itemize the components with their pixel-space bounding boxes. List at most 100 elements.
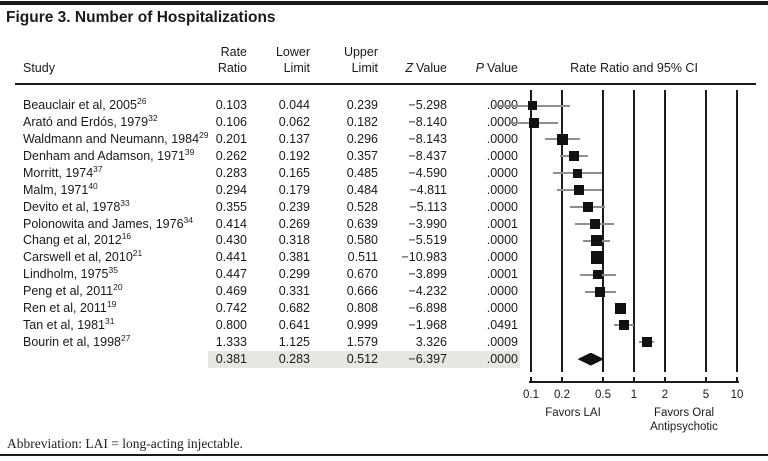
table-row: Malm, 197140 0.294 0.179 0.484 −4.811 .0000 — [0, 180, 768, 199]
p-value: .0000 — [486, 351, 518, 366]
z-value: −4.232 — [408, 284, 447, 299]
point-estimate-square — [619, 320, 630, 331]
study-label: Tan et al, 198131 — [23, 315, 115, 332]
z-value: −8.437 — [408, 148, 447, 163]
p-value: .0000 — [486, 284, 518, 299]
z-letter: Z — [405, 61, 413, 75]
lower-limit-value: 0.137 — [278, 132, 310, 146]
upper-limit-value: 1.579 — [346, 334, 378, 349]
study-label: Malm, 197140 — [23, 180, 98, 197]
reference-superscript: 29 — [199, 129, 209, 140]
table-row: Devito et al, 197833 0.355 0.239 0.528 −5.11… — [0, 197, 768, 216]
study-label: Chang et al, 201216 — [23, 231, 132, 248]
point-estimate-square — [590, 235, 602, 247]
study-label: Devito et al, 197833 — [23, 197, 130, 214]
lower-limit-value: 0.179 — [278, 182, 310, 197]
favors-oral-label-line2: Antipsychotic — [650, 421, 718, 433]
col-header-study: Study — [23, 61, 55, 75]
lower-limit-value: 0.044 — [278, 98, 310, 113]
upper-limit-value: 0.999 — [346, 317, 378, 332]
lower-limit-value: 0.682 — [278, 301, 310, 315]
rate-ratio-value: 0.447 — [215, 267, 247, 282]
z-value: −4.811 — [409, 182, 447, 197]
col-header-lower-line1: Lower — [275, 45, 310, 59]
p-value: .0000 — [486, 132, 518, 146]
table-row: Tan et al, 198131 0.800 0.641 0.999 −1.968 .0… — [0, 315, 768, 334]
x-axis-label-2: 2 — [661, 389, 669, 401]
rate-ratio-value: 0.201 — [215, 132, 247, 146]
gridline-0.2 — [561, 90, 563, 372]
upper-limit-value: 0.512 — [346, 351, 378, 366]
reference-superscript: 34 — [183, 214, 193, 225]
reference-superscript: 19 — [106, 298, 117, 309]
study-label: Bourin et al, 199827 — [23, 332, 131, 349]
z-value: −8.140 — [408, 115, 447, 130]
upper-limit-value: 0.580 — [346, 233, 378, 248]
table-row: Peng et al, 201120 0.469 0.331 0.666 −4.232.… — [0, 283, 768, 300]
study-label: Arató and Erdós, 197932 — [23, 112, 158, 130]
table-row: Ren et al, 201119 0.742 0.682 0.808 −6.898 .0… — [0, 300, 768, 317]
x-axis-label-5: 5 — [702, 389, 710, 401]
bottom-border-bar — [0, 454, 768, 456]
favors-oral-label-line1: Favors Oral — [653, 407, 715, 419]
upper-limit-value: 0.484 — [346, 182, 378, 197]
reference-superscript: 21 — [132, 248, 143, 259]
p-letter: P — [475, 61, 484, 75]
x-axis-tick-0.5 — [601, 377, 604, 383]
x-axis-tick-0.1 — [530, 377, 532, 383]
p-value: .0000 — [486, 199, 518, 214]
reference-superscript: 40 — [88, 180, 98, 191]
study-label: Beauclair et al, 200526 — [23, 96, 147, 113]
col-header-rate-line1: Rate — [220, 45, 247, 59]
reference-superscript: 33 — [120, 197, 130, 208]
table-row: Arató and Erdós, 197932 0.106 0.062 0.182 −8… — [0, 114, 768, 131]
p-value: .0001 — [486, 267, 518, 282]
x-axis-label-1: 1 — [630, 389, 638, 401]
table-row: Carswell et al, 201021 0.441 0.381 0.511 −10… — [0, 249, 768, 266]
reference-superscript: 32 — [148, 112, 158, 123]
x-axis-tick-1 — [633, 377, 635, 383]
reference-superscript: 27 — [121, 332, 131, 343]
gridline-0.1 — [530, 90, 532, 372]
x-axis-tick-2 — [664, 377, 666, 383]
x-axis-label-0.2: 0.2 — [554, 389, 570, 401]
x-axis-tick-0.2 — [561, 377, 563, 383]
lower-limit-value: 0.165 — [278, 165, 310, 180]
rate-ratio-value: 0.469 — [215, 284, 247, 299]
p-word: Value — [486, 61, 518, 75]
z-value: −4.590 — [408, 165, 447, 180]
abbreviation-note: Abbreviation: LAI = long-acting injectab… — [7, 436, 243, 451]
upper-limit-value: 0.670 — [346, 267, 378, 282]
point-estimate-square — [556, 133, 568, 145]
table-row: Waldmann and Neumann, 198429 0.201 0.137 0.… — [0, 131, 768, 148]
point-estimate-square — [582, 202, 593, 213]
p-value: .0491 — [486, 317, 518, 332]
figure-title: Figure 3. Number of Hospitalizations — [6, 9, 276, 26]
lower-limit-value: 0.641 — [278, 317, 310, 332]
rate-ratio-value: 0.262 — [215, 148, 247, 163]
lower-limit-value: 0.299 — [278, 267, 310, 282]
study-label: Ren et al, 201119 — [23, 298, 117, 315]
z-word: Value — [415, 61, 447, 75]
rate-ratio-value: 0.294 — [215, 182, 247, 197]
x-axis-tick-10 — [736, 377, 738, 383]
top-border-bar — [0, 1, 768, 5]
col-header-upper-line1: Upper — [343, 45, 378, 59]
header-rule — [15, 83, 756, 85]
reference-superscript: 35 — [108, 265, 118, 276]
lower-limit-value: 0.062 — [278, 115, 310, 130]
lower-limit-value: 0.239 — [278, 199, 310, 214]
overall-row-highlight — [208, 351, 520, 369]
z-value: −5.113 — [409, 199, 447, 214]
table-row: Beauclair et al, 200526 0.103 0.044 0.239 −5… — [0, 97, 768, 114]
reference-superscript: 16 — [121, 231, 132, 242]
z-value: −8.143 — [408, 132, 447, 146]
lower-limit-value: 0.269 — [278, 216, 310, 231]
upper-limit-value: 0.239 — [346, 98, 378, 113]
overall-row: 0.381 0.283 0.512 −6.397 .0000 — [0, 351, 768, 368]
study-label: Lindholm, 197535 — [23, 265, 118, 282]
gridline-5 — [704, 90, 707, 372]
lower-limit-value: 0.331 — [278, 284, 310, 299]
upper-limit-value: 0.808 — [346, 301, 378, 315]
point-estimate-square — [573, 168, 583, 178]
